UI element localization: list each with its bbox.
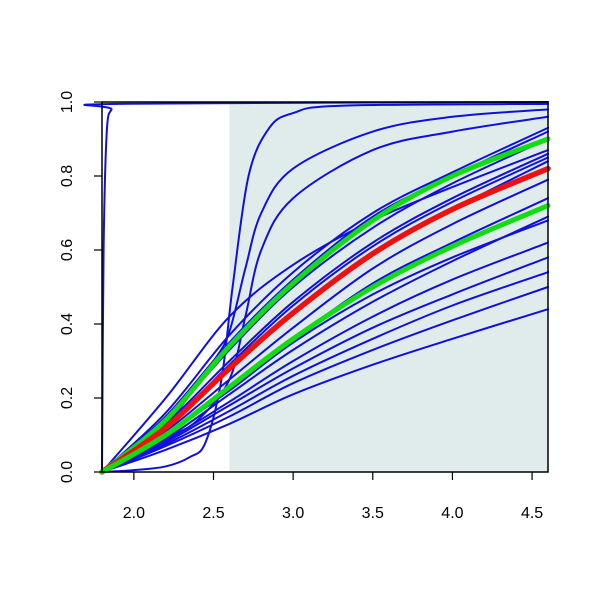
- y-tick-label: 0.0: [59, 461, 76, 483]
- series-line-blue-15: [101, 308, 549, 473]
- x-tick-label: 2.5: [202, 505, 224, 522]
- series-line-blue-12: [101, 256, 549, 473]
- series-line-blue-11: [101, 241, 549, 473]
- series-line-blue-3: [101, 126, 549, 473]
- series-line-blue-8: [101, 178, 549, 473]
- y-tick-label: 0.2: [59, 387, 76, 409]
- x-tick-label: 4.5: [521, 505, 543, 522]
- series-line-blue-13: [101, 271, 549, 473]
- y-tick-label: 0.6: [59, 239, 76, 261]
- x-tick-label: 3.0: [282, 505, 304, 522]
- series-line-blue-17: [101, 115, 549, 473]
- x-tick-label: 3.5: [362, 505, 384, 522]
- series-line-green-22: [99, 203, 551, 475]
- x-tick-label: 2.0: [123, 505, 145, 522]
- x-tick-label: 4.0: [441, 505, 463, 522]
- y-tick-label: 1.0: [59, 91, 76, 113]
- series-line-blue-16: [101, 149, 549, 473]
- y-tick-label: 0.8: [59, 165, 76, 187]
- series-line-blue-14: [101, 286, 549, 473]
- series-line-blue-6: [101, 152, 549, 473]
- series-line-green-20: [99, 136, 551, 475]
- series-line-blue-1: [101, 102, 549, 473]
- y-tick-label: 0.4: [59, 313, 76, 335]
- series-line-red-21: [99, 165, 551, 475]
- plot-frame: [101, 101, 549, 473]
